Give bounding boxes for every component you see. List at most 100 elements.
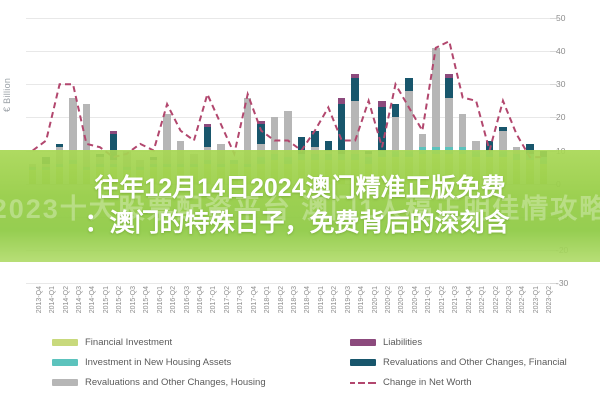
x-tick-label: 2018-Q2 [277, 286, 285, 314]
x-tick-label: 2023-Q1 [532, 286, 540, 314]
bar-segment [526, 143, 534, 154]
x-tick-label: 2017-Q3 [237, 286, 245, 314]
bar-segment [391, 104, 400, 118]
x-tick-label: 2016-Q1 [156, 286, 164, 314]
bar-segment [163, 114, 171, 164]
legend-swatch [52, 378, 78, 386]
bar-segment [82, 104, 91, 168]
bar-segment [445, 77, 453, 98]
x-tick-label: 2018-Q4 [304, 286, 312, 314]
green-overlay-banner: 2023十大股票配资平台 澳门1人稿正明佳情攻略 [0, 150, 600, 262]
x-tick-label: 2016-Q3 [183, 286, 191, 314]
y-tick-mark [550, 117, 557, 119]
bar-segment [257, 120, 265, 124]
x-tick-label: 2023-Q2 [546, 286, 554, 314]
bar-segment [378, 107, 386, 151]
x-tick-label: 2018-Q3 [291, 286, 298, 314]
bar-segment [405, 77, 413, 91]
x-tick-label: 2015-Q2 [116, 286, 124, 314]
bar-segment [203, 127, 212, 148]
legend-swatch [350, 338, 376, 346]
bar-segment [337, 97, 346, 105]
y-axis-label: € Billion [2, 77, 12, 112]
x-tick-label: 2020-Q2 [385, 286, 393, 314]
x-tick-label: 2015-Q4 [143, 286, 151, 314]
bar-segment [499, 127, 507, 131]
x-tick-label: 2018-Q1 [264, 286, 272, 314]
legend-swatch [52, 358, 78, 366]
y-tick-mark [550, 84, 557, 86]
legend-label: Revaluations and Other Changes, Financia… [383, 356, 567, 368]
bar-segment [499, 130, 507, 151]
bar-segment [351, 100, 359, 154]
x-tick-label: 2019-Q2 [331, 286, 339, 314]
x-tick-label: 2021-Q3 [452, 286, 460, 314]
legend-dashed-line-icon [350, 379, 376, 386]
x-tick-label: 2014-Q1 [49, 286, 57, 314]
x-tick-label: 2021-Q1 [425, 286, 433, 314]
y-tick-mark [550, 51, 557, 53]
bar-segment [109, 133, 118, 161]
bar-segment [472, 140, 480, 151]
bar-segment [55, 143, 64, 148]
x-tick-label: 2016-Q4 [196, 286, 204, 314]
chart-legend: Financial Investment Investment in New Ho… [0, 326, 600, 400]
x-tick-label: 2019-Q3 [344, 286, 352, 314]
bar-segment [337, 104, 346, 154]
bar-segment [485, 140, 494, 151]
legend-item[interactable]: Revaluations and Other Changes, Financia… [350, 352, 567, 372]
x-tick-label: 2022-Q1 [479, 286, 487, 314]
legend-swatch [52, 338, 78, 346]
legend-label: Revaluations and Other Changes, Housing [85, 376, 266, 388]
x-tick-label: 2019-Q4 [358, 286, 366, 314]
gridline [26, 84, 550, 86]
bar-segment [432, 47, 440, 148]
legend-item[interactable]: Change in Net Worth [350, 372, 567, 392]
x-tick-label: 2017-Q1 [210, 286, 218, 314]
x-tick-label: 2013-Q4 [35, 286, 43, 314]
x-tick-label: 2021-Q4 [465, 286, 473, 314]
x-tick-label: 2020-Q1 [371, 286, 379, 314]
bar-segment [351, 77, 359, 101]
x-tick-label: 2017-Q4 [250, 286, 258, 314]
x-tick-label: 2015-Q3 [129, 286, 137, 314]
x-tick-label: 2015-Q1 [102, 286, 110, 314]
y-tick-label: 50 [556, 13, 566, 23]
y-tick-mark [550, 18, 557, 19]
x-tick-label: 2016-Q2 [170, 286, 178, 314]
x-tick-label: 2014-Q4 [89, 286, 97, 314]
bar-segment [445, 74, 453, 78]
bar-segment [257, 124, 265, 144]
legend-swatch [350, 358, 376, 366]
y-tick-mark [550, 283, 557, 284]
legend-item[interactable]: Liabilities [350, 332, 567, 352]
bar-segment [418, 133, 427, 148]
y-tick-label: 30 [556, 79, 566, 90]
legend-item[interactable]: Revaluations and Other Changes, Housing [52, 372, 266, 392]
bar-segment [445, 97, 453, 148]
x-tick-label: 2014-Q2 [62, 286, 70, 314]
x-axis-labels: 2013-Q4 2014-Q1 2014-Q2 2014-Q3 2014-Q4 2015-… [26, 286, 554, 320]
background-watermark-text: 2023十大股票配资平台 澳门1人稿正明佳情攻略 [0, 193, 600, 224]
bar-segment [378, 100, 386, 108]
bar-segment [109, 130, 118, 134]
legend-column-left: Financial Investment Investment in New Ho… [52, 332, 266, 392]
x-tick-label: 2019-Q1 [317, 286, 325, 314]
legend-item[interactable]: Financial Investment [52, 332, 266, 352]
x-tick-label: 2022-Q4 [519, 286, 527, 314]
bar-segment [284, 110, 292, 158]
bar-segment [203, 124, 212, 128]
x-tick-label: 2020-Q3 [398, 286, 406, 314]
x-tick-label: 2020-Q4 [411, 286, 419, 314]
legend-column-right: Liabilities Revaluations and Other Change… [350, 332, 567, 392]
legend-item[interactable]: Investment in New Housing Assets [52, 352, 266, 372]
x-tick-label: 2017-Q2 [223, 286, 231, 314]
bar-segment [458, 114, 467, 148]
x-tick-label: 2022-Q3 [505, 286, 513, 314]
bar-segment [351, 74, 359, 78]
gridline [26, 283, 550, 284]
bar-segment [324, 140, 333, 151]
legend-label: Liabilities [383, 336, 423, 348]
x-tick-label: 2021-Q2 [438, 286, 446, 314]
